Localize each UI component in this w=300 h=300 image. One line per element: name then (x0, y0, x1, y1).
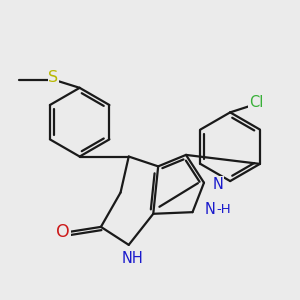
Text: -H: -H (216, 203, 231, 216)
Text: O: O (56, 223, 70, 241)
Text: N: N (212, 177, 223, 192)
Text: N: N (205, 202, 216, 217)
Text: Cl: Cl (249, 95, 263, 110)
Text: NH: NH (121, 251, 143, 266)
Text: S: S (48, 70, 59, 85)
